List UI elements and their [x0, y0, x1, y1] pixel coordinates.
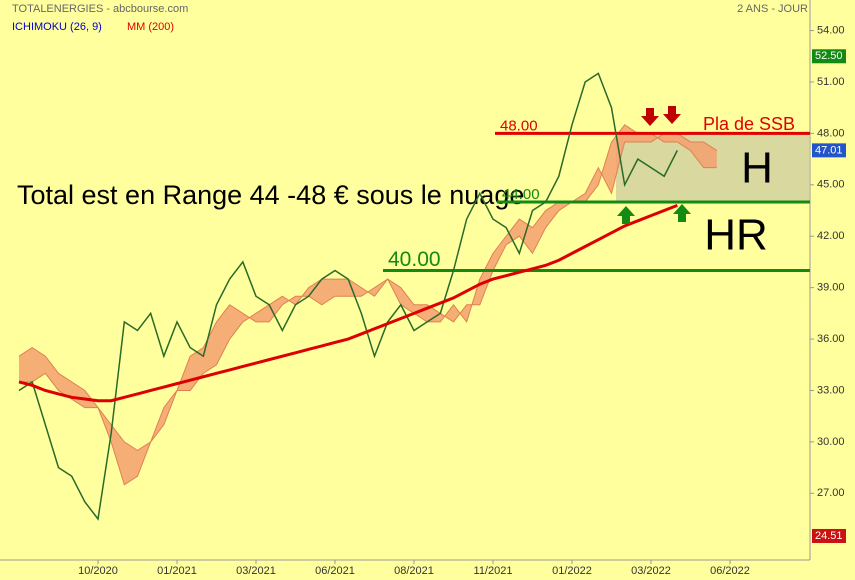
box-label: HR [704, 211, 768, 260]
level-label: 40.00 [388, 248, 441, 271]
x-tick-label: 11/2021 [474, 565, 513, 577]
period-label: 2 ANS - JOUR [737, 3, 808, 15]
chart-title: TOTALENERGIES - abcbourse.com [12, 3, 188, 15]
price-line [18, 72, 679, 521]
x-tick-label: 10/2020 [78, 565, 118, 577]
y-tick-label: 36.00 [817, 333, 845, 345]
price-tag-label: 24.51 [815, 530, 843, 542]
price-tag-label: 47.01 [815, 144, 843, 156]
annotation: Total est en Range 44 -48 € sous le nuag… [17, 180, 524, 210]
x-tick-label: 03/2022 [631, 565, 671, 577]
y-tick-label: 42.00 [817, 230, 845, 242]
x-tick-label: 03/2021 [236, 565, 276, 577]
y-tick-label: 33.00 [817, 384, 845, 396]
x-tick-label: 08/2021 [394, 565, 434, 577]
legend-entry: MM (200) [127, 21, 174, 33]
box-label: H [741, 144, 773, 193]
x-tick-label: 06/2021 [315, 565, 355, 577]
x-tick-label: 01/2022 [552, 565, 592, 577]
y-tick-label: 54.00 [817, 24, 845, 36]
arrows [617, 106, 691, 224]
price-tag-label: 52.50 [815, 50, 843, 62]
y-tick-label: 30.00 [817, 436, 845, 448]
price-tag [812, 528, 846, 543]
y-tick-label: 39.00 [817, 282, 845, 294]
level-label: 44.00 [502, 186, 540, 203]
y-tick-label: 51.00 [817, 76, 845, 88]
ssb-label: Pla de SSB [703, 114, 795, 134]
y-tick-label: 45.00 [817, 179, 845, 191]
price-tag [812, 49, 846, 64]
cloud-span [19, 132, 718, 486]
ma-line [18, 203, 678, 403]
legend-entry: ICHIMOKU (26, 9) [12, 21, 102, 33]
level-label: 48.00 [500, 117, 538, 134]
x-tick-label: 06/2022 [710, 565, 750, 577]
y-tick-label: 48.00 [817, 127, 845, 139]
x-tick-label: 01/2021 [157, 565, 197, 577]
y-tick-label: 27.00 [817, 487, 845, 499]
price-tag [812, 143, 846, 158]
